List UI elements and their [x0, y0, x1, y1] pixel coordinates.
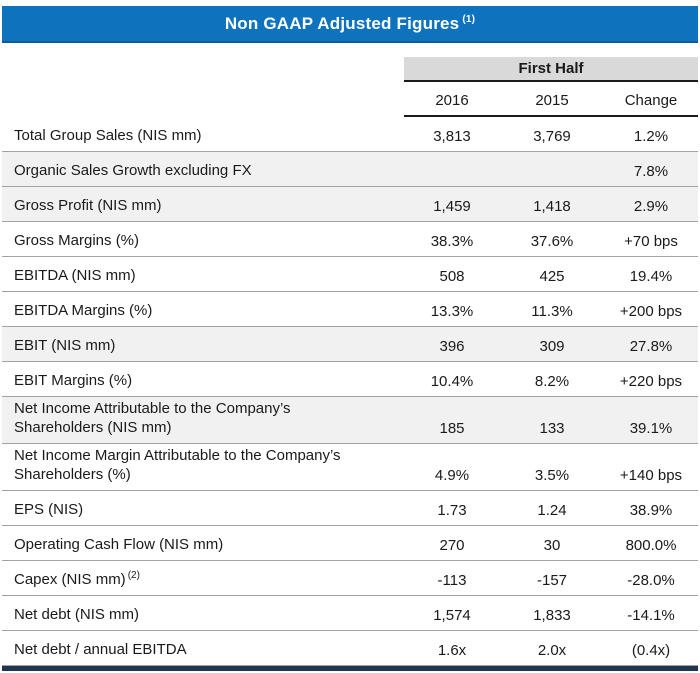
- table-row-eps: EPS (NIS) 1.73 1.24 38.9%: [2, 491, 698, 526]
- table-row-capex: Capex (NIS mm) (2) -113 -157 -28.0%: [2, 561, 698, 596]
- column-header-2015: 2015: [535, 92, 569, 109]
- value-change: +70 bps: [624, 233, 678, 250]
- label-column-spacer: [2, 57, 404, 82]
- value-2015: 133: [539, 420, 565, 437]
- row-label: Gross Profit (NIS mm): [14, 197, 162, 214]
- row-label: EPS (NIS): [14, 501, 84, 518]
- table-title-text: Non GAAP Adjusted Figures: [224, 13, 460, 33]
- value-2016: 270: [439, 537, 465, 554]
- value-2016: 396: [439, 338, 465, 355]
- table-row-net-income-margin: Net Income Margin Attributable to the Co…: [2, 444, 698, 491]
- row-label: Total Group Sales (NIS mm): [14, 127, 202, 144]
- row-label: Net debt / annual EBITDA: [14, 641, 187, 658]
- row-label: Capex (NIS mm) (2): [14, 570, 140, 588]
- column-header-change: Change: [624, 92, 678, 109]
- table-title: Non GAAP Adjusted Figures (1): [225, 14, 475, 34]
- table-row-ebitda-margins: EBITDA Margins (%) 13.3% 11.3% +200 bps: [2, 292, 698, 327]
- row-label: EBIT (NIS mm): [14, 337, 116, 354]
- value-change: +220 bps: [619, 373, 683, 390]
- value-2015: 8.2%: [534, 373, 570, 390]
- table-row-net-debt-to-ebitda: Net debt / annual EBITDA 1.6x 2.0x (0.4x): [2, 631, 698, 666]
- table-row-total-group-sales: Total Group Sales (NIS mm) 3,813 3,769 1.2…: [2, 117, 698, 152]
- table-row-organic-sales-growth: Organic Sales Growth excluding FX 7.8%: [2, 152, 698, 187]
- row-label: Net Income Margin Attributable to the Co…: [14, 447, 341, 483]
- value-2015: 2.0x: [537, 642, 567, 659]
- value-2015: 11.3%: [531, 303, 573, 320]
- value-2015: 30: [543, 537, 561, 554]
- table-row-gross-profit: Gross Profit (NIS mm) 1,459 1,418 2.9%: [2, 187, 698, 222]
- row-label: EBITDA (NIS mm): [14, 267, 136, 284]
- value-2016: 185: [439, 420, 465, 437]
- table-bottom-bar: [2, 666, 698, 671]
- value-change: 2.9%: [633, 198, 669, 215]
- value-2016: -113: [437, 572, 467, 589]
- row-label: Net Income Attributable to the Company’s…: [14, 400, 291, 436]
- value-2015: 3.5%: [534, 467, 570, 484]
- row-label: EBITDA Margins (%): [14, 302, 153, 319]
- value-2015: 3,769: [533, 128, 571, 145]
- value-change: (0.4x): [631, 642, 671, 659]
- value-change: +200 bps: [619, 303, 683, 320]
- footnote-marker-1: (1): [462, 13, 476, 25]
- value-2016: 38.3%: [430, 233, 474, 250]
- value-2016: 1.6x: [437, 642, 467, 659]
- value-change: +140 bps: [619, 467, 683, 484]
- table-row-ebit-margins: EBIT Margins (%) 10.4% 8.2% +220 bps: [2, 362, 698, 397]
- label-column-spacer: [2, 82, 404, 117]
- table-row-ebit: EBIT (NIS mm) 396 309 27.8%: [2, 327, 698, 362]
- value-2016: 3,813: [433, 128, 471, 145]
- value-2016: 4.9%: [434, 467, 470, 484]
- table-title-bar: Non GAAP Adjusted Figures (1): [2, 6, 698, 43]
- row-label: Operating Cash Flow (NIS mm): [14, 536, 224, 553]
- table-row-gross-margins: Gross Margins (%) 38.3% 37.6% +70 bps: [2, 222, 698, 257]
- table-row-ebitda: EBITDA (NIS mm) 508 425 19.4%: [2, 257, 698, 292]
- value-2015: 1.24: [537, 502, 567, 519]
- value-2016: 10.4%: [430, 373, 474, 390]
- value-change: 800.0%: [625, 537, 677, 554]
- value-change: 1.2%: [633, 128, 669, 145]
- row-label: EBIT Margins (%): [14, 372, 133, 389]
- value-2015: -157: [536, 572, 568, 589]
- value-2015: 425: [539, 268, 565, 285]
- value-2015: 1,418: [533, 198, 571, 215]
- value-2016: 1,574: [433, 607, 471, 624]
- column-group-header-row: First Half: [2, 57, 698, 82]
- value-change: 38.9%: [629, 502, 673, 519]
- value-2016: 13.3%: [430, 303, 474, 320]
- row-label: Gross Margins (%): [14, 232, 140, 249]
- value-change: -14.1%: [627, 607, 675, 624]
- value-change: 19.4%: [629, 268, 673, 285]
- column-header-2016: 2016: [435, 92, 469, 109]
- value-2015: 1,833: [533, 607, 571, 624]
- table-row-operating-cash-flow: Operating Cash Flow (NIS mm) 270 30 800.0%: [2, 526, 698, 561]
- year-headers: 2016 2015 Change: [404, 82, 698, 117]
- value-2016: 1.73: [437, 502, 467, 519]
- value-2015: 309: [539, 338, 565, 355]
- table-row-net-debt: Net debt (NIS mm) 1,574 1,833 -14.1%: [2, 596, 698, 631]
- table-row-net-income-attributable: Net Income Attributable to the Company’s…: [2, 397, 698, 444]
- value-2016: 508: [439, 268, 465, 285]
- value-change: -28.0%: [627, 572, 675, 589]
- value-change: 27.8%: [629, 338, 673, 355]
- footnote-marker-2: (2): [127, 570, 140, 581]
- row-label: Net debt (NIS mm): [14, 606, 140, 623]
- value-2015: [500, 163, 604, 186]
- first-half-group-header: First Half: [404, 57, 698, 82]
- value-change: 39.1%: [629, 420, 673, 437]
- value-2016: 1,459: [433, 198, 471, 215]
- column-header-row: 2016 2015 Change: [2, 82, 698, 117]
- row-label: Organic Sales Growth excluding FX: [14, 162, 252, 179]
- value-2016: [404, 163, 500, 186]
- value-change: 7.8%: [633, 163, 669, 180]
- value-2015: 37.6%: [530, 233, 574, 250]
